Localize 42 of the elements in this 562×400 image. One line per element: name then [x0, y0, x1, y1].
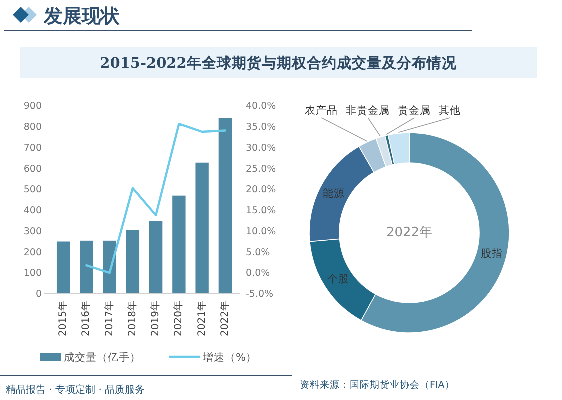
- y-tick-label: 100: [24, 268, 42, 280]
- y-tick-label: 700: [24, 142, 42, 154]
- x-tick-label: 2021年: [196, 301, 208, 336]
- slice-label: 个股: [327, 273, 350, 286]
- slice-label: 其他: [439, 104, 462, 117]
- y2-tick-label: 0.0%: [246, 268, 270, 280]
- y2-tick-label: 20.0%: [246, 184, 276, 196]
- y-tick-label: 500: [24, 184, 42, 196]
- y2-tick-label: 10.0%: [246, 226, 276, 238]
- y-tick-label: 300: [24, 226, 42, 238]
- y2-tick-label: 5.0%: [246, 247, 270, 258]
- y2-tick-label: -5.0%: [246, 289, 274, 300]
- slice-label: 非贵金属: [346, 104, 390, 117]
- y-tick-label: 800: [24, 122, 42, 134]
- text: 发展现状: [43, 6, 121, 28]
- text: 精品报告 · 专项定制 · 品质服务: [6, 384, 146, 396]
- x-tick-label: 2020年: [172, 301, 185, 336]
- y2-tick-label: 15.0%: [246, 206, 276, 217]
- y-tick-label: 900: [24, 101, 42, 112]
- legend-label: 成交量（亿手）: [64, 351, 142, 364]
- y2-tick-label: 30.0%: [246, 142, 276, 154]
- text: 2022年: [386, 226, 433, 240]
- y2-tick-label: 40.0%: [246, 101, 276, 112]
- x-tick-label: 2015年: [57, 301, 70, 336]
- y2-tick-label: 25.0%: [246, 164, 276, 175]
- slice-label: 贵金属: [398, 104, 432, 117]
- slice-label: 农产品: [305, 104, 338, 117]
- x-tick-label: 2019年: [150, 301, 162, 336]
- x-tick-label: 2022年: [218, 301, 231, 336]
- y-tick-label: 400: [24, 206, 42, 217]
- slice-label: 能源: [323, 186, 346, 200]
- text: 2015-2022年全球期货与期权合约成交量及分布情况: [100, 54, 458, 72]
- x-tick-label: 2018年: [126, 301, 138, 336]
- text: 资料来源：国际期货业协会（FIA）: [300, 379, 455, 391]
- y-tick-label: 600: [24, 164, 42, 175]
- x-tick-label: 2016年: [80, 301, 92, 336]
- y2-tick-label: 35.0%: [246, 122, 276, 134]
- y-tick-label: 200: [24, 247, 42, 258]
- slice-label: 股指: [480, 248, 503, 260]
- legend-label: 增速（%）: [202, 351, 257, 364]
- y-tick-label: 0: [36, 289, 42, 300]
- x-tick-label: 2017年: [103, 301, 116, 336]
